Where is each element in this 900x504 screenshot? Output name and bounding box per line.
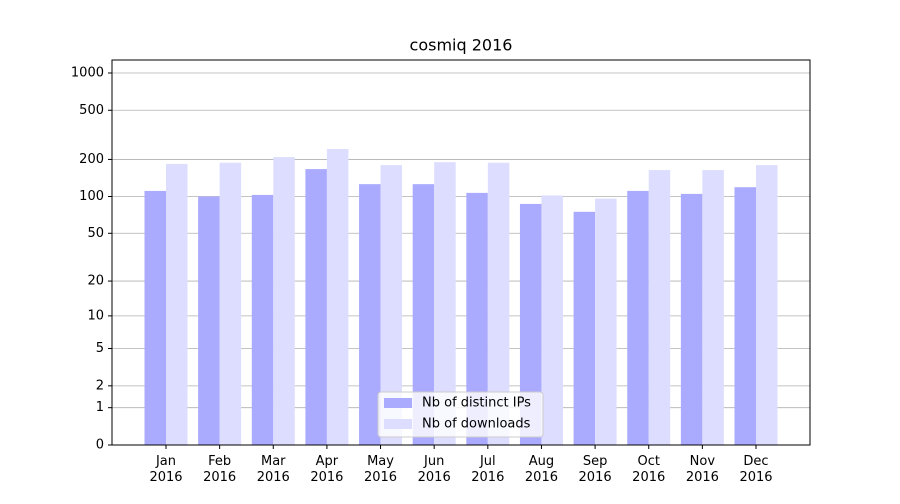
bar: [273, 157, 295, 445]
bar: [648, 170, 671, 445]
x-tick-label-line: 2016: [418, 470, 451, 485]
legend-box: [377, 391, 544, 438]
x-tick-label-line: May: [367, 454, 394, 469]
x-tick-label: Aug 2016: [525, 454, 558, 485]
bar: [487, 162, 510, 446]
x-tick-label-line: Jan: [155, 454, 176, 469]
x-tick-label-line: Dec: [743, 454, 768, 469]
x-tick-label-line: 2016: [149, 470, 182, 485]
y-tick-label: 0: [96, 438, 104, 453]
bar: [627, 190, 649, 445]
x-tick-label-line: 2016: [471, 470, 504, 485]
x-tick-label-line: 2016: [739, 470, 772, 485]
bar: [219, 162, 242, 446]
y-tick-label: 1000: [71, 65, 104, 80]
legend-swatch: [384, 419, 412, 429]
legend-label: Nb of downloads: [422, 417, 531, 432]
x-tick-label: Jul 2016: [471, 454, 504, 485]
x-tick-label-line: 2016: [686, 470, 719, 485]
x-tick-label-line: Nov: [690, 454, 716, 469]
x-tick-label-line: 2016: [257, 470, 290, 485]
x-tick-label-line: 2016: [364, 470, 397, 485]
legend: Nb of distinct IPs Nb of downloads: [377, 391, 544, 438]
bar: [702, 170, 724, 445]
x-tick-label-line: Apr: [316, 454, 339, 469]
y-tick-label: 2: [96, 378, 104, 393]
x-tick-label: Dec 2016: [739, 454, 772, 485]
bar: [434, 162, 456, 445]
x-tick-label: Apr 2016: [310, 454, 343, 485]
bar: [380, 165, 403, 445]
x-tick-label-line: 2016: [525, 470, 558, 485]
bar: [595, 198, 617, 445]
y-tick-label: 100: [79, 189, 104, 204]
x-tick-label: Sep 2016: [579, 454, 612, 485]
x-tick-label: Mar 2016: [257, 454, 290, 485]
x-tick-label: Nov 2016: [686, 454, 719, 485]
y-tick-label: 500: [79, 103, 104, 118]
x-tick-label-line: 2016: [632, 470, 665, 485]
bar: [166, 163, 188, 446]
x-tick-label: May 2016: [364, 454, 397, 485]
bar: [251, 194, 274, 445]
x-tick-label-line: Mar: [261, 454, 286, 469]
bar: [573, 211, 596, 445]
x-tick-label-line: Feb: [208, 454, 231, 469]
legend-swatch: [384, 398, 412, 408]
x-tick-label-line: 2016: [203, 470, 236, 485]
x-tick-label-line: Jun: [423, 454, 444, 469]
bar: [326, 148, 349, 446]
chart-title: cosmiq 2016: [410, 36, 513, 55]
x-tick-label: Jan 2016: [149, 454, 182, 485]
y-tick-label: 20: [87, 274, 104, 289]
x-tick-label-line: Oct: [637, 454, 659, 469]
bar: [680, 193, 703, 445]
bar: [144, 190, 166, 445]
bar: [198, 196, 220, 445]
bar: [359, 184, 381, 445]
x-tick-label-line: 2016: [579, 470, 612, 485]
x-tick-label-line: 2016: [310, 470, 343, 485]
bar: [541, 195, 563, 445]
y-tick-label: 50: [87, 226, 104, 241]
y-tick-label: 5: [96, 341, 104, 356]
bar: [466, 192, 488, 445]
y-tick-label: 200: [79, 152, 104, 167]
legend-label: Nb of distinct IPs: [422, 396, 531, 411]
x-tick-label: Jun 2016: [418, 454, 451, 485]
x-tick-label-line: Jul: [479, 454, 496, 469]
y-tick-label: 1: [96, 400, 104, 415]
x-tick-label: Feb 2016: [203, 454, 236, 485]
bar: [305, 169, 327, 445]
bar: [412, 184, 435, 445]
bar: [734, 187, 756, 445]
bar: [519, 203, 542, 445]
y-tick-label: 10: [87, 308, 104, 323]
x-tick-label: Oct 2016: [632, 454, 665, 485]
bar: [756, 165, 778, 445]
x-tick-label-line: Sep: [583, 454, 608, 469]
axes-frame: [111, 59, 811, 446]
x-tick-label-line: Aug: [529, 454, 554, 469]
